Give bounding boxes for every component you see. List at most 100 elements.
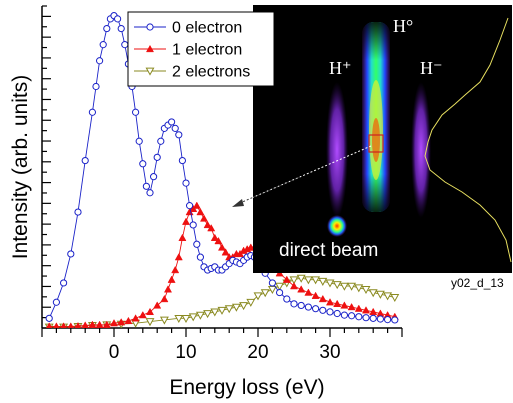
- data-point: [376, 315, 384, 323]
- data-point: [95, 320, 104, 328]
- data-point: [333, 309, 341, 318]
- data-point: [174, 253, 183, 261]
- data-point: [383, 292, 393, 301]
- data-point: [88, 108, 97, 116]
- data-point: [268, 279, 276, 287]
- data-point: [289, 276, 299, 285]
- x-axis-title: Energy loss (eV): [169, 376, 324, 399]
- h-zero-label: H°: [393, 16, 413, 36]
- data-point: [326, 308, 334, 316]
- data-point: [214, 236, 223, 245]
- x-tick-label: 10: [175, 342, 196, 363]
- data-point: [157, 137, 165, 145]
- data-point: [146, 189, 154, 197]
- h-minus-label: H⁻: [420, 58, 443, 78]
- series-0: [45, 12, 399, 324]
- data-point: [267, 285, 277, 294]
- data-point: [325, 298, 335, 306]
- data-point: [196, 207, 205, 216]
- data-point: [339, 282, 349, 291]
- data-point: [135, 137, 143, 145]
- data-point: [217, 243, 227, 251]
- data-point: [355, 313, 363, 321]
- x-ticks: 0 10 20 30: [41, 328, 403, 363]
- data-point: [210, 308, 220, 317]
- data-point: [102, 320, 111, 328]
- data-point: [297, 301, 305, 310]
- data-point: [318, 294, 327, 303]
- data-point: [391, 316, 399, 324]
- data-point: [390, 294, 400, 303]
- data-point: [81, 156, 89, 165]
- data-point: [297, 285, 306, 293]
- data-point: [203, 220, 212, 229]
- h-plus-spot: [326, 82, 348, 218]
- legend-marker: [146, 23, 154, 31]
- data-point: [304, 288, 313, 296]
- data-point: [290, 300, 298, 308]
- data-point: [189, 221, 197, 229]
- data-point: [289, 282, 299, 290]
- figure-caption: y02_d_13: [451, 276, 504, 290]
- data-point: [145, 318, 155, 327]
- pointer-arrow: [232, 145, 372, 207]
- data-point: [224, 305, 234, 314]
- series-line: [49, 204, 395, 327]
- data-point: [210, 233, 219, 241]
- data-point: [384, 316, 392, 324]
- direct-beam-label: direct beam: [279, 240, 378, 261]
- data-point: [199, 214, 209, 222]
- data-point: [131, 314, 140, 322]
- data-point: [246, 298, 256, 307]
- data-point: [81, 321, 89, 328]
- data-point: [283, 295, 291, 303]
- data-point: [361, 285, 371, 294]
- data-point: [231, 303, 241, 312]
- data-point: [181, 217, 191, 225]
- data-point: [348, 312, 356, 320]
- direct-beam-spot: [327, 215, 347, 237]
- x-tick-label: 0: [109, 342, 120, 363]
- data-point: [196, 253, 204, 261]
- data-point: [333, 299, 342, 307]
- data-point: [114, 15, 122, 23]
- data-point: [52, 298, 61, 306]
- data-point: [362, 314, 370, 322]
- data-point: [354, 304, 363, 312]
- data-point: [142, 182, 150, 190]
- data-point: [60, 322, 67, 328]
- data-point: [121, 41, 129, 49]
- data-point: [311, 291, 320, 299]
- data-point: [139, 160, 147, 168]
- data-point: [178, 156, 186, 165]
- data-point: [203, 310, 213, 319]
- data-point: [186, 202, 194, 210]
- data-point: [319, 306, 327, 314]
- y-ticks: [42, 5, 51, 329]
- data-point: [117, 24, 125, 33]
- data-point: [67, 322, 74, 328]
- data-point: [150, 173, 158, 181]
- data-point: [312, 305, 320, 313]
- legend-label: 2 electrons: [172, 64, 250, 81]
- data-point: [217, 306, 227, 315]
- legend-marker: [145, 67, 155, 76]
- data-point: [92, 82, 100, 91]
- data-point: [117, 318, 126, 326]
- data-point: [132, 108, 140, 116]
- data-point: [193, 240, 201, 248]
- data-point: [332, 281, 342, 290]
- data-point: [171, 265, 180, 274]
- profile-curve: [424, 17, 512, 263]
- data-point: [347, 302, 356, 311]
- data-point: [103, 24, 111, 33]
- data-point: [109, 319, 119, 327]
- data-point: [239, 302, 249, 311]
- chart-legend: 0 electron 1 electron 2 electrons: [127, 11, 275, 87]
- data-point: [99, 41, 107, 49]
- data-point: [67, 250, 75, 258]
- y-axis-title: Intensity (arb. units): [9, 75, 32, 259]
- data-point: [167, 275, 176, 283]
- data-point: [171, 124, 179, 132]
- data-point: [188, 313, 198, 322]
